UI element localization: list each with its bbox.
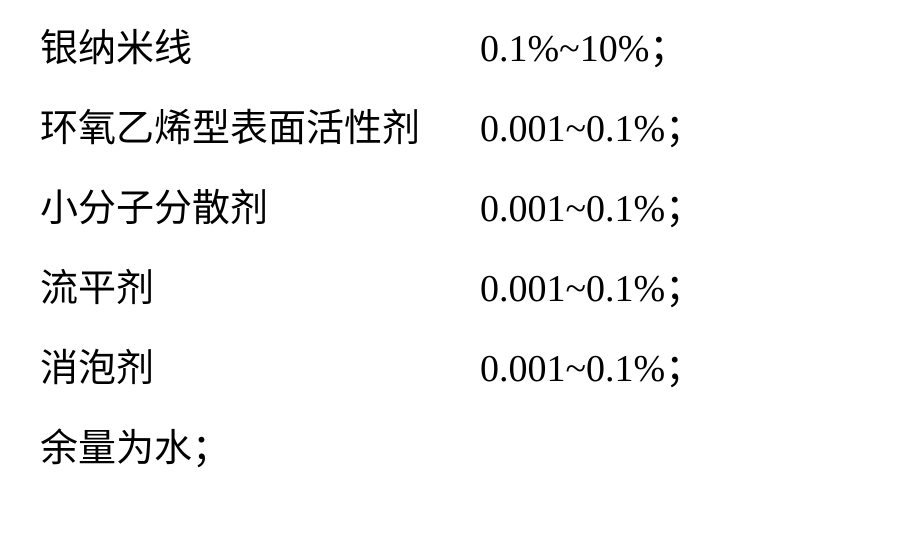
ingredient-label: 小分子分散剂 <box>40 190 480 228</box>
row-suffix: ； <box>665 348 703 390</box>
row-suffix: ； <box>649 28 687 70</box>
ingredient-value-wrap: 0.001~0.1%； <box>480 190 703 228</box>
ingredient-label: 银纳米线 <box>40 30 480 68</box>
ingredient-value-wrap: 0.1%~10%； <box>480 30 687 68</box>
ingredient-value: 0.001~0.1% <box>480 348 665 390</box>
table-row: 银纳米线 0.1%~10%； <box>40 30 862 68</box>
ingredient-value-wrap: 0.001~0.1%； <box>480 110 703 148</box>
table-row: 消泡剂 0.001~0.1%； <box>40 350 862 388</box>
ingredient-label: 环氧乙烯型表面活性剂 <box>40 110 480 148</box>
ingredient-value-wrap: 0.001~0.1%； <box>480 270 703 308</box>
row-suffix: ； <box>665 188 703 230</box>
ingredient-value: 0.001~0.1% <box>480 268 665 310</box>
row-suffix: ； <box>665 268 703 310</box>
ingredient-value: 0.001~0.1% <box>480 108 665 150</box>
ingredient-value-wrap: 0.001~0.1%； <box>480 350 703 388</box>
row-suffix: ； <box>665 108 703 150</box>
ingredient-value: 0.1%~10% <box>480 28 649 70</box>
table-row: 小分子分散剂 0.001~0.1%； <box>40 190 862 228</box>
table-row: 流平剂 0.001~0.1%； <box>40 270 862 308</box>
ingredient-label: 流平剂 <box>40 270 480 308</box>
ingredient-label: 余量为水； <box>40 430 480 468</box>
ingredient-label: 消泡剂 <box>40 350 480 388</box>
table-row: 环氧乙烯型表面活性剂 0.001~0.1%； <box>40 110 862 148</box>
composition-list: 银纳米线 0.1%~10%； 环氧乙烯型表面活性剂 0.001~0.1%； 小分… <box>0 0 902 468</box>
table-row: 余量为水； <box>40 430 862 468</box>
ingredient-value: 0.001~0.1% <box>480 188 665 230</box>
